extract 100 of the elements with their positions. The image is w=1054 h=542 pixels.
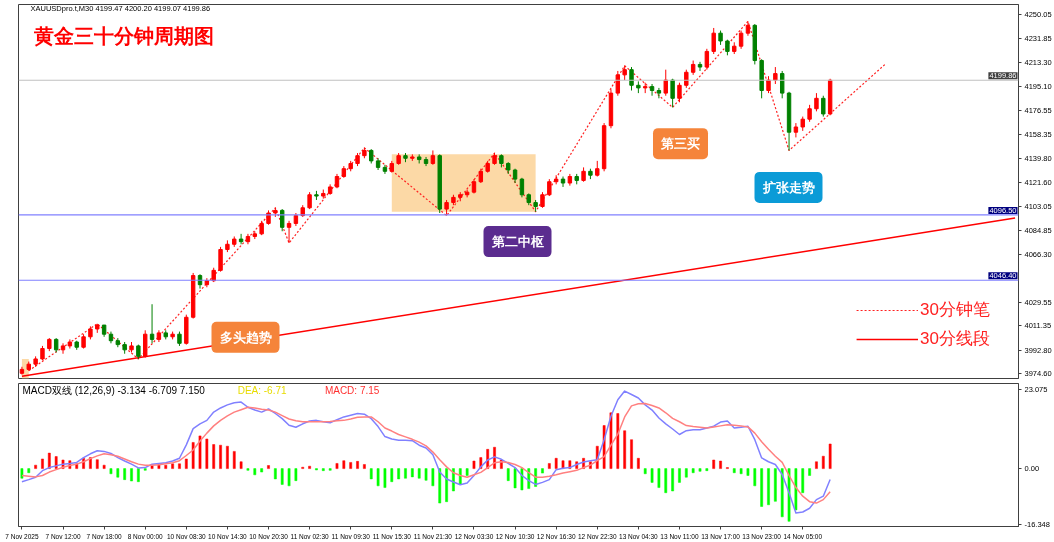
bar bbox=[390, 468, 394, 482]
candlestick bbox=[615, 70, 621, 97]
bar bbox=[465, 468, 469, 476]
candlestick bbox=[738, 30, 744, 50]
bar bbox=[746, 468, 750, 476]
bar bbox=[821, 455, 825, 469]
annotation: MACD: 7.15 bbox=[324, 385, 380, 397]
bar bbox=[664, 468, 668, 493]
bar bbox=[513, 468, 517, 489]
bar bbox=[383, 468, 387, 488]
bar bbox=[356, 461, 359, 469]
line-series bbox=[21, 402, 831, 504]
bar bbox=[123, 468, 127, 480]
bar bbox=[705, 468, 709, 471]
bar bbox=[445, 468, 448, 502]
bar bbox=[431, 468, 435, 487]
candlestick bbox=[814, 92, 819, 112]
bar bbox=[150, 465, 154, 469]
candlestick bbox=[629, 66, 634, 92]
bar bbox=[280, 468, 284, 485]
bar bbox=[41, 458, 44, 469]
bar bbox=[547, 463, 551, 469]
candlestick bbox=[656, 87, 662, 99]
text: 黄金三十分钟周期图 bbox=[32, 25, 214, 48]
bar bbox=[321, 468, 325, 471]
bar bbox=[719, 460, 722, 469]
bar bbox=[739, 468, 743, 475]
bar bbox=[404, 468, 407, 479]
bar bbox=[828, 443, 832, 469]
candlestick bbox=[60, 342, 66, 355]
bar bbox=[506, 468, 510, 481]
candlestick bbox=[286, 220, 292, 244]
bar bbox=[102, 464, 106, 469]
legend-label: 30分钟笔 bbox=[920, 299, 990, 321]
candlestick bbox=[821, 95, 826, 118]
bar bbox=[815, 461, 818, 469]
bar bbox=[198, 435, 202, 469]
bar bbox=[712, 459, 716, 469]
bar bbox=[410, 468, 414, 478]
bar bbox=[630, 439, 633, 469]
bar bbox=[274, 468, 277, 480]
bar bbox=[732, 468, 736, 473]
bar bbox=[397, 468, 400, 480]
bar bbox=[424, 468, 428, 481]
bar bbox=[671, 468, 674, 492]
bar bbox=[342, 460, 346, 469]
bar bbox=[253, 468, 257, 476]
bar bbox=[308, 465, 311, 469]
bar bbox=[184, 458, 188, 469]
bar bbox=[794, 468, 798, 511]
annotation: 第三买 bbox=[660, 136, 700, 152]
annotation: 扩张走势 bbox=[761, 179, 815, 195]
candlestick bbox=[670, 78, 675, 108]
bar bbox=[780, 468, 784, 518]
candlestick bbox=[793, 122, 799, 138]
bar bbox=[753, 468, 757, 487]
bar bbox=[438, 468, 442, 504]
bar bbox=[554, 458, 558, 469]
candlestick bbox=[238, 233, 244, 245]
candlestick bbox=[649, 83, 655, 97]
bar bbox=[294, 468, 298, 481]
candlestick bbox=[143, 329, 148, 359]
bar bbox=[137, 468, 140, 482]
bar bbox=[520, 468, 524, 491]
bar bbox=[616, 413, 620, 469]
candlestick bbox=[697, 61, 703, 72]
bar bbox=[541, 468, 544, 474]
bar bbox=[34, 464, 37, 469]
annotation: 多头趋势 bbox=[219, 329, 272, 345]
candlestick bbox=[711, 27, 716, 55]
bar bbox=[684, 468, 688, 478]
bar bbox=[623, 430, 627, 469]
legend-label: 30分线段 bbox=[920, 328, 990, 350]
candlestick bbox=[149, 303, 155, 344]
bar bbox=[363, 464, 366, 469]
bar bbox=[650, 468, 654, 483]
bar bbox=[212, 444, 216, 469]
bar bbox=[191, 442, 195, 469]
bar bbox=[691, 468, 695, 473]
bar bbox=[335, 463, 339, 469]
candlestick bbox=[677, 82, 682, 103]
chart-title: MACD双线 (12,26,9) -3.134 -6.709 7.150 bbox=[22, 385, 206, 397]
bar bbox=[369, 468, 373, 480]
bar bbox=[760, 468, 763, 507]
bar bbox=[417, 468, 421, 479]
bar bbox=[698, 468, 702, 472]
annotation: 第二中枢 bbox=[490, 234, 544, 250]
bar bbox=[205, 438, 209, 469]
bar bbox=[232, 451, 236, 469]
bar bbox=[239, 461, 243, 469]
bar bbox=[260, 468, 263, 473]
bar bbox=[116, 468, 120, 478]
bar bbox=[287, 468, 291, 487]
candlestick bbox=[779, 70, 785, 99]
bar bbox=[27, 468, 31, 473]
bar bbox=[808, 468, 811, 476]
bar bbox=[95, 459, 99, 469]
bar bbox=[643, 468, 647, 475]
bar bbox=[219, 444, 222, 469]
candlestick bbox=[663, 69, 668, 97]
